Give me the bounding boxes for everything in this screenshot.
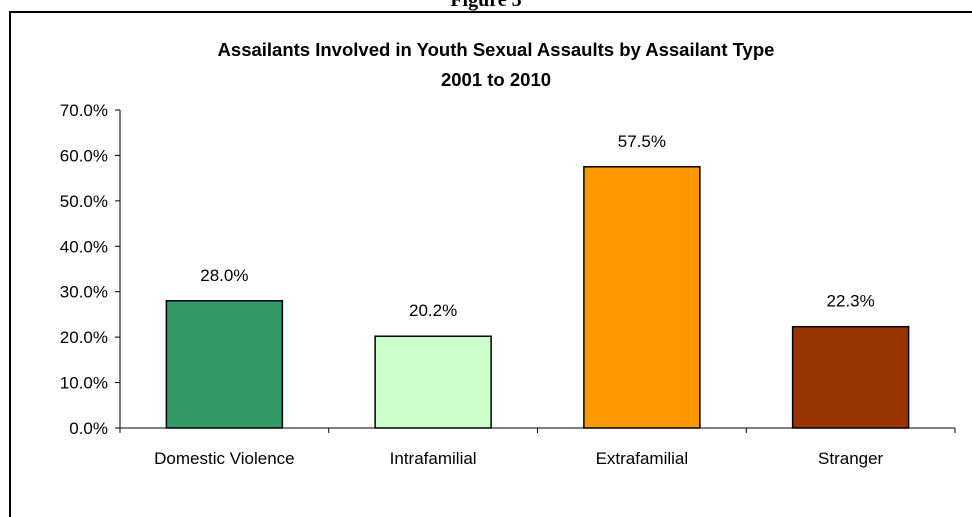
y-tick-label: 50.0% xyxy=(60,192,108,211)
data-label: 22.3% xyxy=(827,292,875,311)
axes: 0.0% 10.0% 20.0% 30.0% 40.0% 50.0% 60.0% 70.0% D… xyxy=(60,101,956,468)
data-label: 28.0% xyxy=(200,266,248,285)
bar-extrafamilial xyxy=(583,166,701,429)
data-label: 20.2% xyxy=(409,301,457,320)
y-tick-label: 60.0% xyxy=(60,146,108,165)
bar-domestic-violence xyxy=(165,300,284,429)
bar-chart: Assailants Involved in Youth Sexual Assa… xyxy=(60,39,956,468)
y-tick-label: 10.0% xyxy=(60,374,108,393)
x-tick-label: Stranger xyxy=(818,449,884,468)
y-tick-label: 20.0% xyxy=(60,328,108,347)
chart-title-line-1: Assailants Involved in Youth Sexual Assa… xyxy=(218,39,775,60)
y-tick-label: 0.0% xyxy=(69,419,108,438)
y-tick-label: 40.0% xyxy=(60,237,108,256)
x-tick-label: Domestic Violence xyxy=(154,449,294,468)
bars xyxy=(165,166,910,429)
data-labels: 28.0% 20.2% 57.5% 22.3% xyxy=(200,132,874,320)
x-tick-label: Extrafamilial xyxy=(596,449,689,468)
y-tick-label: 30.0% xyxy=(60,283,108,302)
data-label: 57.5% xyxy=(618,132,666,151)
y-tick-label: 70.0% xyxy=(60,101,108,120)
cut-off-heading: Figure 3 xyxy=(450,0,522,11)
x-tick-label: Intrafamilial xyxy=(390,449,477,468)
bar-stranger xyxy=(791,325,910,429)
chart-frame xyxy=(9,11,972,517)
bar-intrafamilial xyxy=(374,335,492,429)
chart-title-line-2: 2001 to 2010 xyxy=(441,69,551,90)
